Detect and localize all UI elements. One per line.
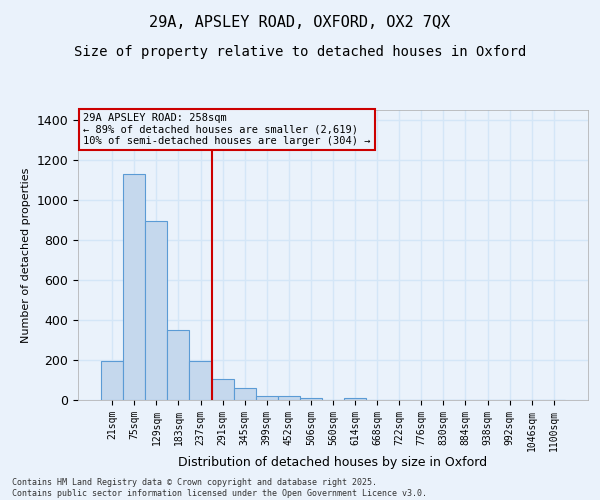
Text: Contains HM Land Registry data © Crown copyright and database right 2025.
Contai: Contains HM Land Registry data © Crown c…	[12, 478, 427, 498]
Bar	[145, 222, 167, 400]
Text: Size of property relative to detached houses in Oxford: Size of property relative to detached ho…	[74, 45, 526, 59]
Bar	[233, 388, 256, 400]
Text: 29A APSLEY ROAD: 258sqm
← 89% of detached houses are smaller (2,619)
10% of semi: 29A APSLEY ROAD: 258sqm ← 89% of detache…	[83, 113, 371, 146]
Bar	[344, 398, 366, 400]
Bar	[123, 174, 145, 400]
Bar	[212, 380, 233, 400]
Bar	[278, 396, 300, 400]
Bar	[167, 330, 190, 400]
Bar	[256, 396, 278, 400]
X-axis label: Distribution of detached houses by size in Oxford: Distribution of detached houses by size …	[178, 456, 488, 469]
Text: 29A, APSLEY ROAD, OXFORD, OX2 7QX: 29A, APSLEY ROAD, OXFORD, OX2 7QX	[149, 15, 451, 30]
Bar	[300, 398, 322, 400]
Y-axis label: Number of detached properties: Number of detached properties	[21, 168, 31, 342]
Bar	[101, 362, 123, 400]
Bar	[190, 362, 212, 400]
